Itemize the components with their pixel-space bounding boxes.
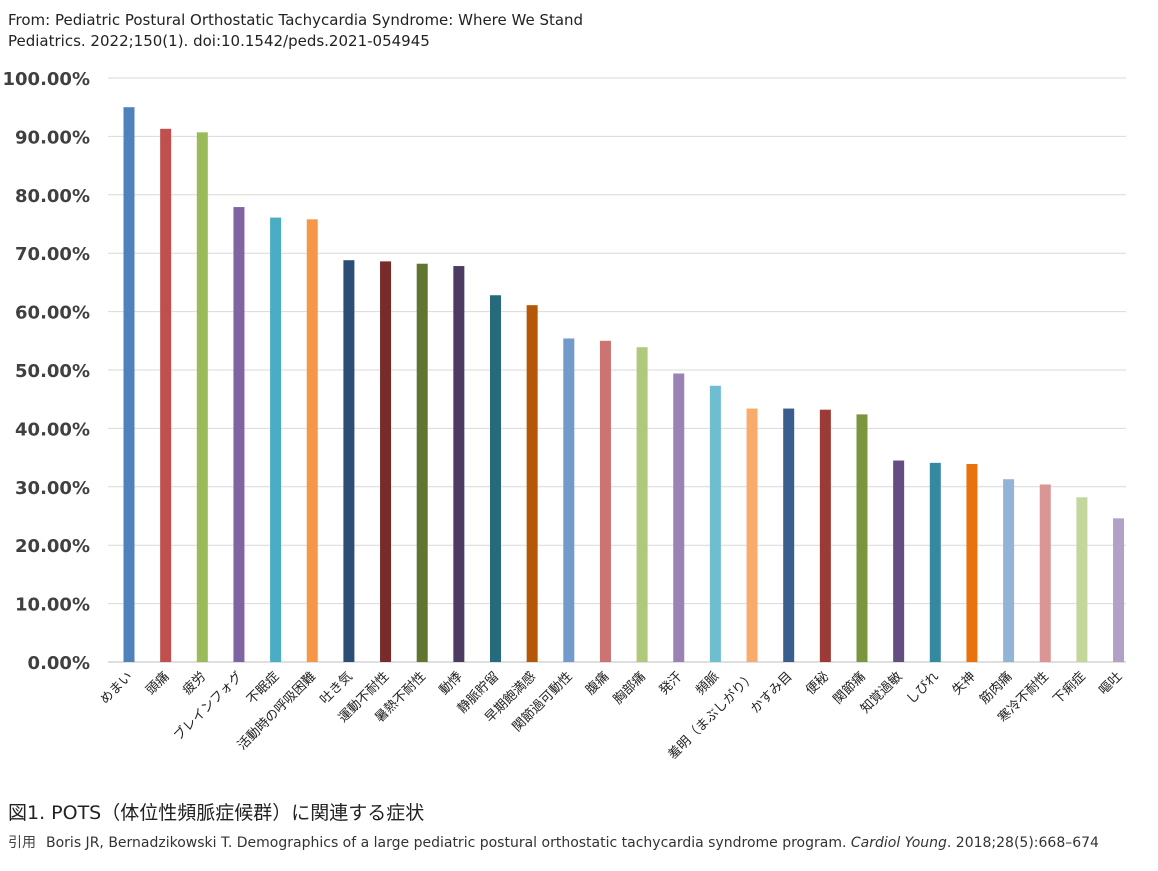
y-tick-label: 10.00%: [15, 595, 90, 616]
citation-text: Boris JR, Bernadzikowski T. Demographics…: [46, 835, 851, 851]
citation-journal: Cardiol Young: [850, 835, 947, 851]
y-tick-label: 60.00%: [15, 303, 90, 324]
y-tick-label: 100.00%: [3, 69, 91, 90]
x-tick-label: 便秘: [803, 669, 832, 698]
bar: [563, 338, 575, 662]
bar: [819, 409, 831, 662]
source-line-1: From: Pediatric Postural Orthostatic Tac…: [8, 11, 584, 29]
x-tick-label: しびれ: [904, 669, 942, 707]
bar: [783, 408, 795, 662]
x-tick-label: 疲労: [179, 669, 209, 699]
bar: [233, 207, 245, 662]
bar: [526, 305, 538, 662]
bar: [1076, 497, 1088, 662]
bar: [746, 408, 758, 662]
x-tick-label: 下痢症: [1050, 669, 1089, 708]
bars: [123, 107, 1125, 663]
x-tick-label: 嘔吐: [1096, 669, 1125, 698]
bar: [1113, 518, 1125, 662]
bar: [270, 217, 282, 663]
x-tick-label: 胸部痛: [610, 669, 649, 708]
citation: 引用 Boris JR, Bernadzikowski T. Demographi…: [8, 832, 1099, 852]
y-axis-ticks: 0.00% 10.00% 20.00% 30.00% 40.00% 50.00% 60.00…: [3, 69, 91, 674]
bar: [929, 462, 941, 662]
x-tick-label: 失神: [950, 669, 979, 698]
y-tick-label: 50.00%: [15, 361, 90, 382]
y-tick-label: 20.00%: [15, 536, 90, 557]
bar: [709, 385, 721, 662]
bar: [416, 263, 428, 662]
y-tick-label: 30.00%: [15, 478, 90, 499]
x-tick-label: めまい: [98, 669, 136, 707]
citation-details: . 2018;28(5):668–674: [946, 835, 1099, 851]
x-tick-label: 頻脈: [693, 669, 722, 698]
bar: [490, 295, 501, 662]
bar: [636, 347, 648, 662]
figure-caption: 図1. POTS（体位性頻脈症候群）に関連する症状: [8, 802, 425, 824]
bar: [893, 460, 905, 662]
bar: [1039, 484, 1051, 662]
x-tick-label: 頭痛: [143, 669, 173, 699]
bar: [453, 266, 465, 662]
bar: [966, 464, 978, 662]
bar: [380, 261, 392, 662]
y-tick-label: 90.00%: [15, 127, 90, 148]
bar: [196, 132, 208, 662]
bar: [343, 260, 355, 662]
bar-chart: 0.00% 10.00% 20.00% 30.00% 40.00% 50.00% 60.00…: [3, 69, 1126, 763]
y-tick-label: 0.00%: [28, 653, 90, 674]
bar: [1003, 479, 1015, 662]
source-line-2: Pediatrics. 2022;150(1). doi:10.1542/ped…: [8, 32, 430, 50]
bar: [306, 219, 318, 662]
x-tick-label: 発汗: [657, 669, 686, 698]
bar: [599, 340, 611, 662]
x-tick-label: 腹痛: [583, 669, 613, 699]
x-tick-label: 動悸: [437, 669, 466, 698]
source-info: From: Pediatric Postural Orthostatic Tac…: [8, 10, 583, 52]
citation-label: 引用: [8, 835, 36, 851]
bar: [160, 128, 172, 663]
y-tick-label: 80.00%: [15, 186, 90, 207]
bar: [856, 414, 868, 662]
y-tick-label: 70.00%: [15, 244, 90, 265]
bar: [673, 373, 685, 662]
bar: [123, 107, 135, 662]
y-tick-label: 40.00%: [15, 419, 90, 440]
